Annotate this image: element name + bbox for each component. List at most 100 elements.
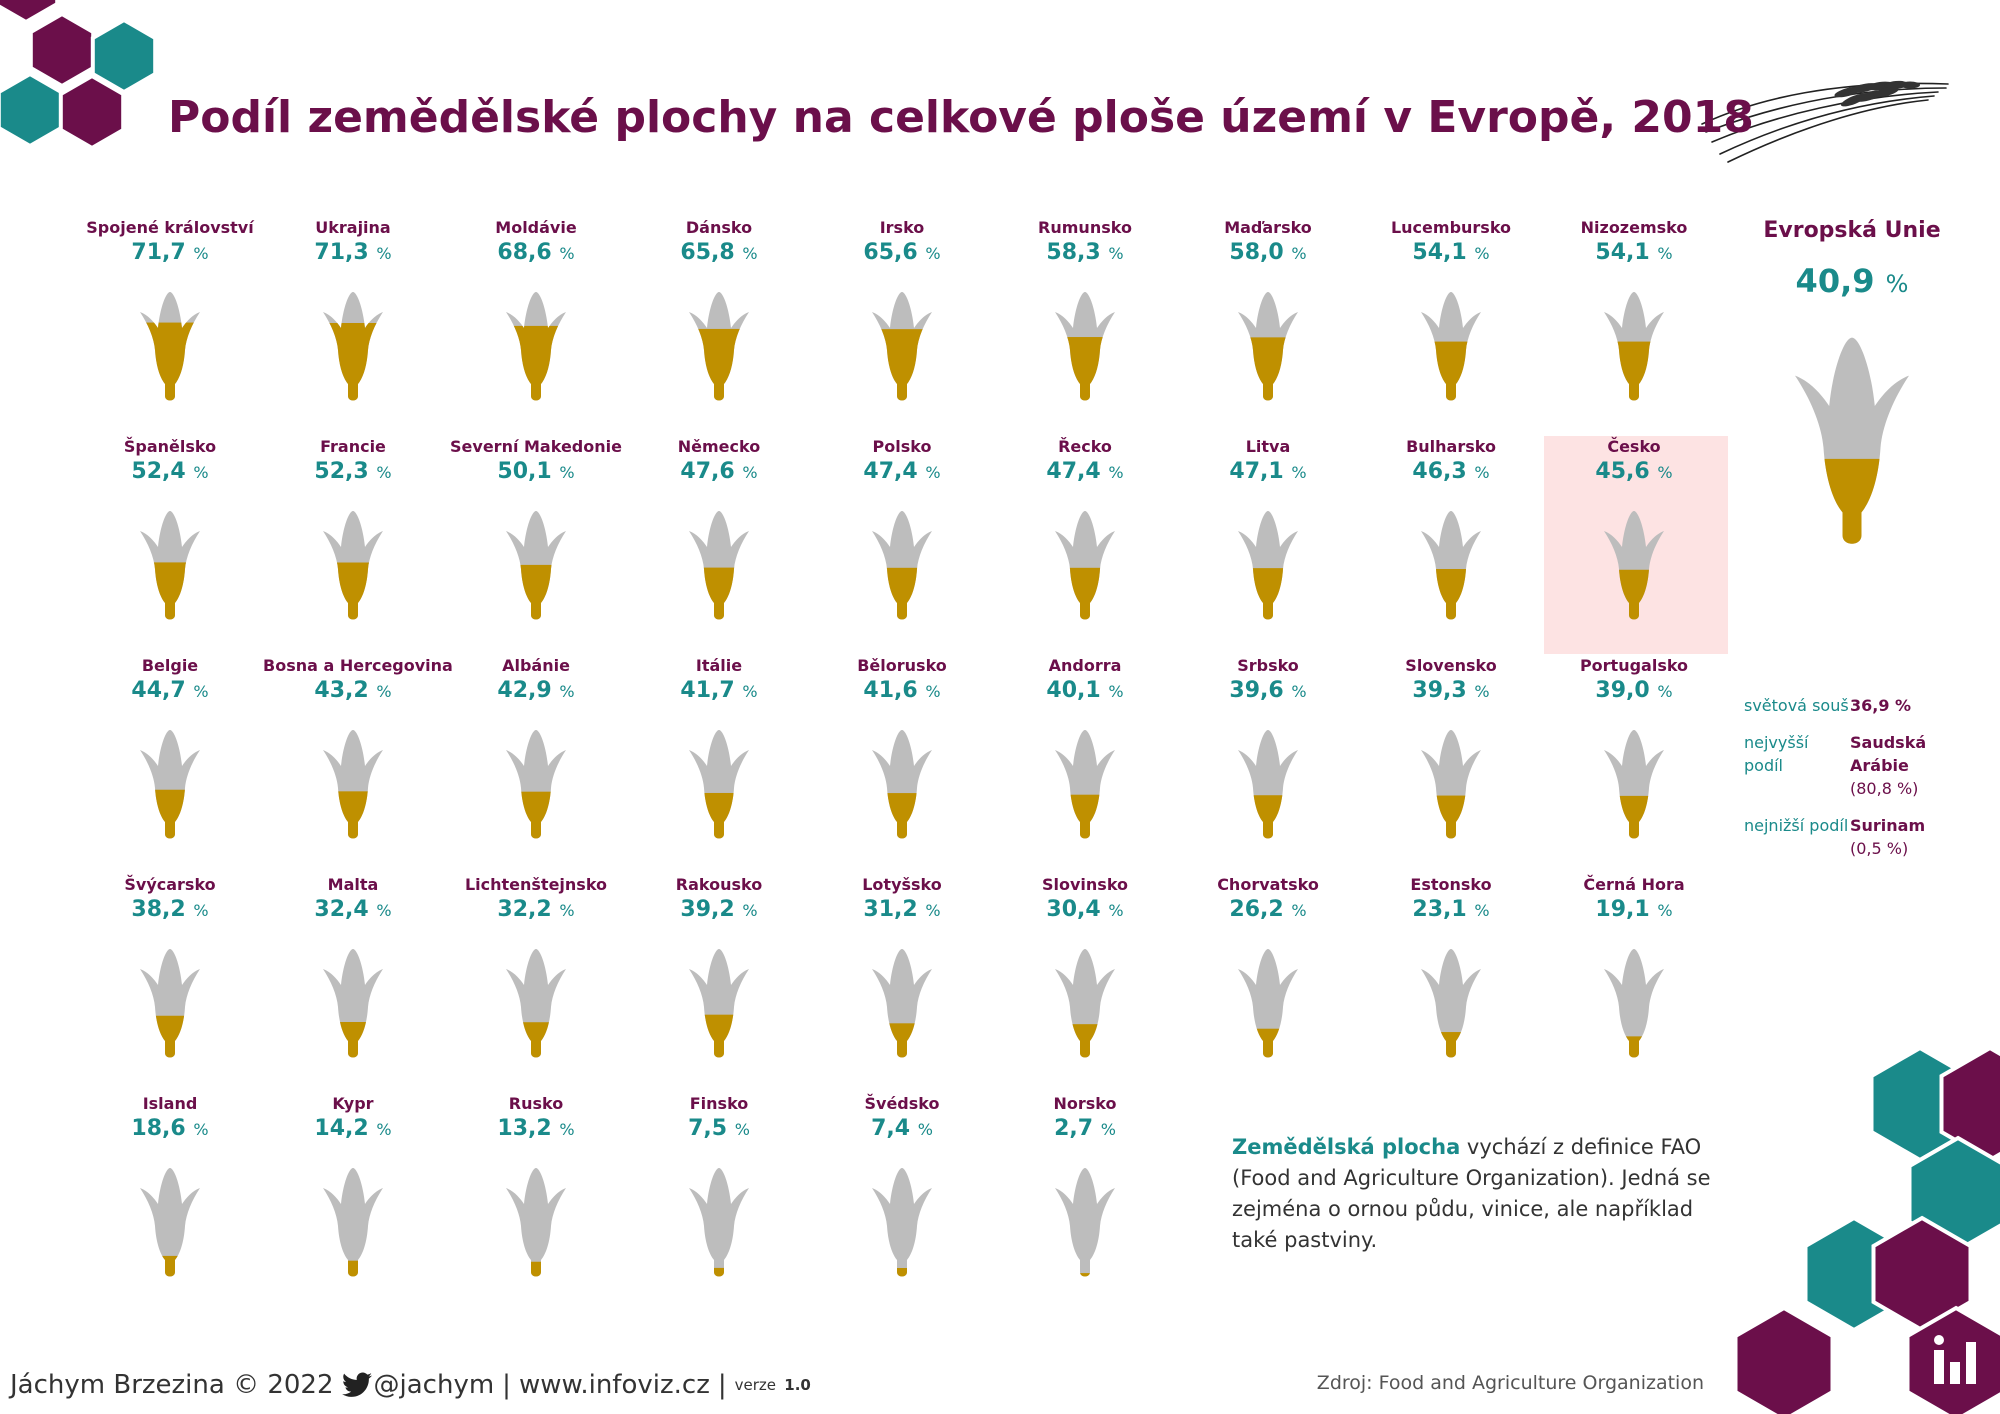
country-value: 71,3 % <box>263 240 443 265</box>
country-value: 47,1 % <box>1178 459 1358 484</box>
corn-pictogram <box>872 730 932 839</box>
country-name: Chorvatsko <box>1217 875 1319 894</box>
country-value-unit: % <box>1657 682 1673 701</box>
corn-pictogram <box>1421 949 1481 1058</box>
corn-pictogram <box>506 1168 566 1277</box>
corn-fill <box>1421 795 1481 839</box>
country-value-unit: % <box>734 1120 750 1139</box>
country-name: Polsko <box>872 437 932 456</box>
corn-fill <box>1055 794 1115 839</box>
corn-pictogram <box>1421 292 1481 401</box>
corn-fill <box>506 1022 566 1058</box>
country-value-number: 47,4 <box>1046 459 1101 484</box>
country-value-unit: % <box>1100 1120 1116 1139</box>
country-value-number: 14,2 <box>314 1116 369 1141</box>
country-value: 32,4 % <box>263 897 443 922</box>
corn-pictogram <box>1238 949 1298 1058</box>
corn-shape <box>1238 511 1298 620</box>
corn-shape <box>689 1168 749 1277</box>
corn-pictogram <box>872 292 932 401</box>
country-value: 7,4 % <box>812 1116 992 1141</box>
country-value-number: 41,7 <box>680 678 735 703</box>
corn-pictogram <box>689 730 749 839</box>
country-value-number: 45,6 <box>1595 459 1650 484</box>
country-value-unit: % <box>1291 244 1307 263</box>
country-value-number: 19,1 <box>1595 897 1650 922</box>
country-name: Rakousko <box>675 875 763 894</box>
chart-title: Podíl zemědělské plochy na celkové ploše… <box>168 92 1754 143</box>
country-value-unit: % <box>193 244 209 263</box>
country-value: 41,7 % <box>629 678 809 703</box>
footer-author: Jáchym Brzezina © 2022 <box>10 1370 334 1400</box>
corn-shape <box>1238 730 1298 839</box>
country-value: 52,4 % <box>80 459 260 484</box>
corn-shape <box>1421 730 1481 839</box>
country-value-unit: % <box>376 463 392 482</box>
country-name: Estonsko <box>1410 875 1492 894</box>
hexagon-shape <box>0 0 60 25</box>
country-name: Andorra <box>1048 656 1122 675</box>
corn-fill <box>1604 569 1664 620</box>
country-value-unit: % <box>1108 463 1124 482</box>
country-value: 39,3 % <box>1361 678 1541 703</box>
eu-value-number: 40,9 <box>1795 262 1875 300</box>
country-name: Slovensko <box>1405 656 1497 675</box>
corn-fill <box>1604 1036 1664 1058</box>
country-value-unit: % <box>925 463 941 482</box>
corn-fill <box>1604 341 1664 401</box>
country-name: Belgie <box>141 656 199 675</box>
corn-fill <box>506 1261 566 1277</box>
corn-shape <box>1604 511 1664 620</box>
corn-fill <box>1604 795 1664 839</box>
corn-pictogram <box>1421 511 1481 620</box>
country-name: Kypr <box>332 1094 374 1113</box>
country-name: Lichtenštejnsko <box>464 875 608 894</box>
country-value-number: 7,5 <box>688 1116 728 1141</box>
note-term: Zemědělská plocha <box>1232 1135 1461 1159</box>
country-value: 26,2 % <box>1178 897 1358 922</box>
country-value: 13,2 % <box>446 1116 626 1141</box>
country-value-number: 13,2 <box>497 1116 552 1141</box>
country-value-number: 54,1 <box>1412 240 1467 265</box>
corn-pictogram <box>1421 730 1481 839</box>
country-value: 23,1 % <box>1361 897 1541 922</box>
country-value-number: 65,8 <box>680 240 735 265</box>
footer-website[interactable]: www.infoviz.cz <box>519 1370 710 1400</box>
country-value-unit: % <box>1657 463 1673 482</box>
hexagon-shape <box>58 73 126 151</box>
stat-value-sub: (0,5 %) <box>1850 839 1909 858</box>
stat-row-highest: nejvyšší podíl Saudská Arábie (80,8 %) <box>1744 731 1984 800</box>
note-text: vychází z definice FAO (Food and Agricul… <box>1232 1135 1711 1252</box>
hexagon-shape <box>28 11 96 89</box>
country-value-number: 47,4 <box>863 459 918 484</box>
country-value: 19,1 % <box>1544 897 1724 922</box>
corn-pictogram <box>689 292 749 401</box>
corn-fill <box>689 1267 749 1277</box>
site-main: infoviz <box>588 1370 674 1400</box>
country-value-number: 58,0 <box>1229 240 1284 265</box>
country-name: Německo <box>677 437 761 456</box>
country-name: Švédsko <box>864 1094 940 1113</box>
country-value-number: 39,0 <box>1595 678 1650 703</box>
corn-pictogram <box>872 511 932 620</box>
country-value: 58,3 % <box>995 240 1175 265</box>
corn-fill <box>689 792 749 839</box>
corn-fill <box>1055 1273 1115 1277</box>
country-value-unit: % <box>742 901 758 920</box>
country-value-unit: % <box>1108 244 1124 263</box>
country-value-number: 23,1 <box>1412 897 1467 922</box>
country-value-number: 52,3 <box>314 459 369 484</box>
country-value-unit: % <box>925 682 941 701</box>
country-value-number: 18,6 <box>131 1116 186 1141</box>
corn-pictogram-eu <box>1795 337 1910 544</box>
country-value-unit: % <box>1291 901 1307 920</box>
corn-shape <box>506 730 566 839</box>
footer-twitter[interactable]: @jachym <box>373 1370 495 1400</box>
country-value-number: 71,3 <box>314 240 369 265</box>
site-prefix: www. <box>518 1370 589 1400</box>
country-name: Malta <box>327 875 379 894</box>
corn-pictogram <box>140 949 200 1058</box>
corn-pictogram <box>689 511 749 620</box>
corn-shape <box>872 511 932 620</box>
